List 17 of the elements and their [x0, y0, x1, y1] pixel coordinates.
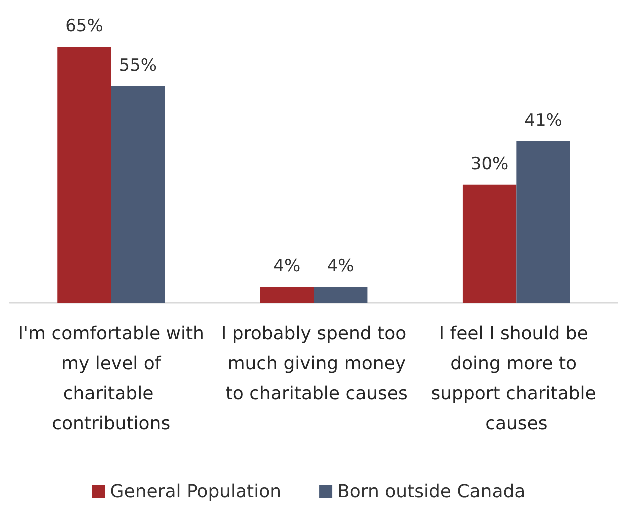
bar	[260, 287, 314, 303]
x-tick-label: I'm comfortable with my level of charitable contributions	[18, 324, 204, 434]
x-tick-label: I feel I should be doing more to support charitable causes	[431, 324, 602, 434]
bar	[462, 184, 517, 303]
data-label: 4%	[274, 256, 301, 277]
bar	[314, 287, 368, 303]
x-tick-label: I probably spend too much giving money to charitable causes	[220, 324, 408, 404]
data-label: 41%	[524, 111, 562, 132]
data-label: 4%	[327, 256, 354, 277]
data-label: 55%	[119, 56, 158, 76]
bar	[516, 142, 570, 303]
bar	[58, 47, 112, 303]
bar	[111, 86, 166, 303]
legend-label: General Population	[110, 482, 282, 502]
data-label: 65%	[66, 16, 104, 36]
legend-label: Born outside Canada	[338, 482, 526, 502]
data-label: 30%	[470, 154, 509, 174]
